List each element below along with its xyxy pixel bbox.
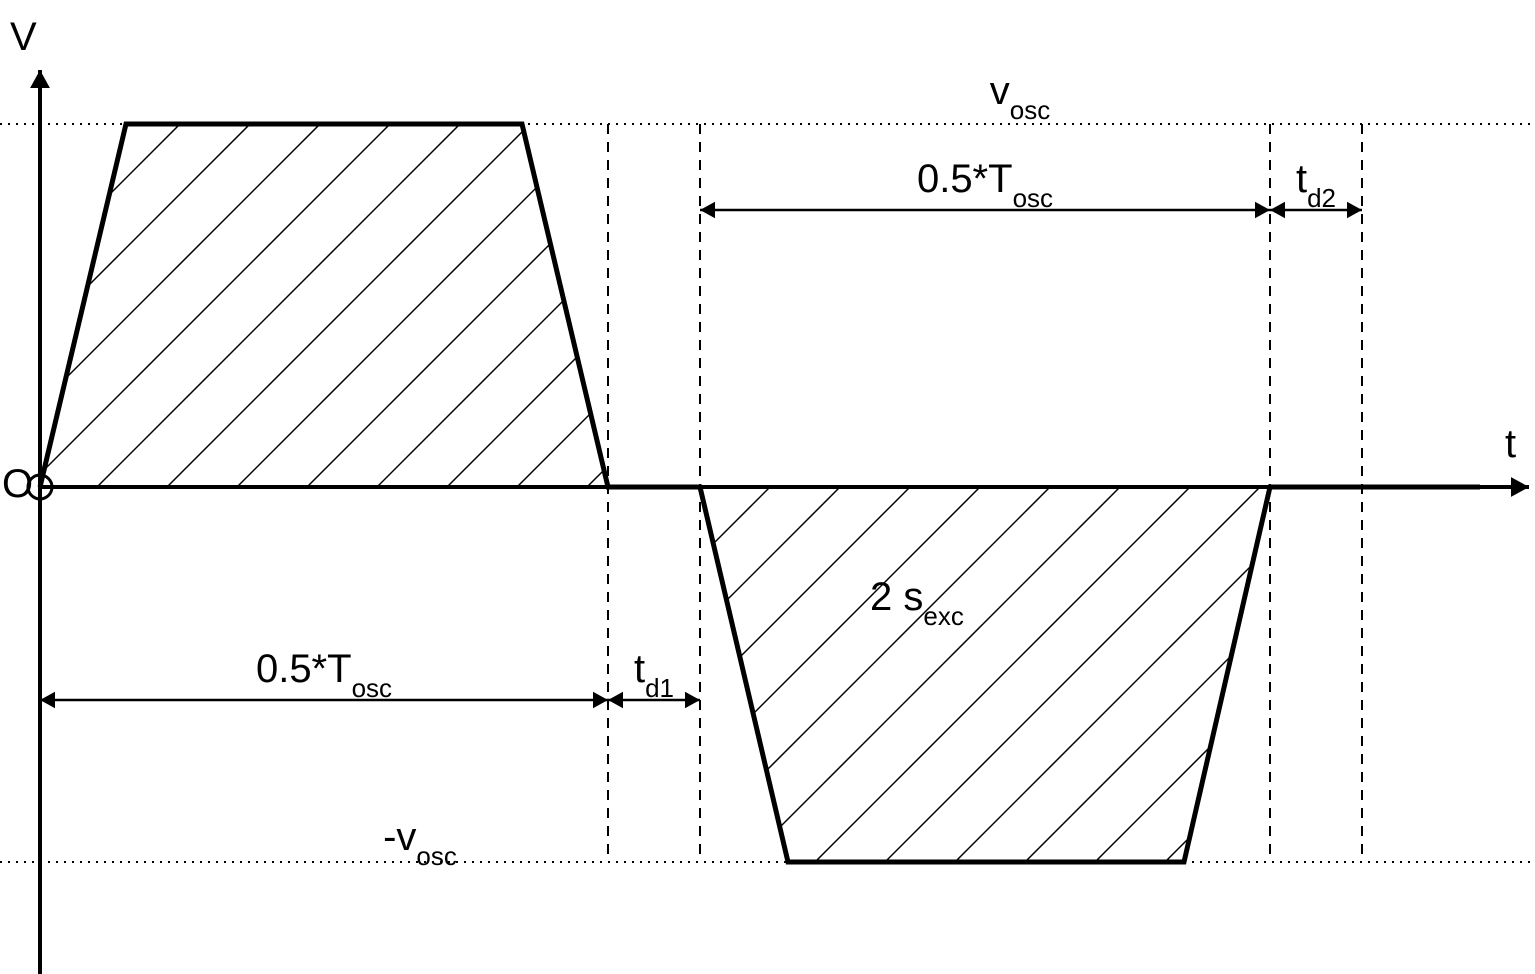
area-label: 2 sexc (870, 575, 964, 631)
x-axis-label: t (1505, 422, 1516, 466)
dim-label-t_d1: td1 (634, 647, 674, 703)
hatch-fill (0, 124, 1535, 862)
dim-label-half_T_1: 0.5*Tosc (256, 647, 392, 703)
dim-half_T_1 (40, 692, 608, 709)
guide-lines (608, 124, 1362, 862)
y-axis-label: V (10, 15, 37, 59)
v-osc-plus-label: vosc (990, 69, 1050, 125)
dim-label-t_d2: td2 (1296, 157, 1336, 213)
dim-label-half_T_2: 0.5*Tosc (917, 157, 1053, 213)
waveform (40, 124, 1480, 862)
axes (28, 70, 1529, 974)
dim-half_T_2 (700, 202, 1270, 219)
origin-label: O (2, 462, 33, 506)
waveform-diagram: 0.5*Tosc td1 0.5*Tosc td2 O Vt vosc -vosc 2 sexc (0, 0, 1535, 974)
reference-lines (0, 124, 1535, 862)
v-osc-minus-label: -vosc (383, 815, 457, 871)
